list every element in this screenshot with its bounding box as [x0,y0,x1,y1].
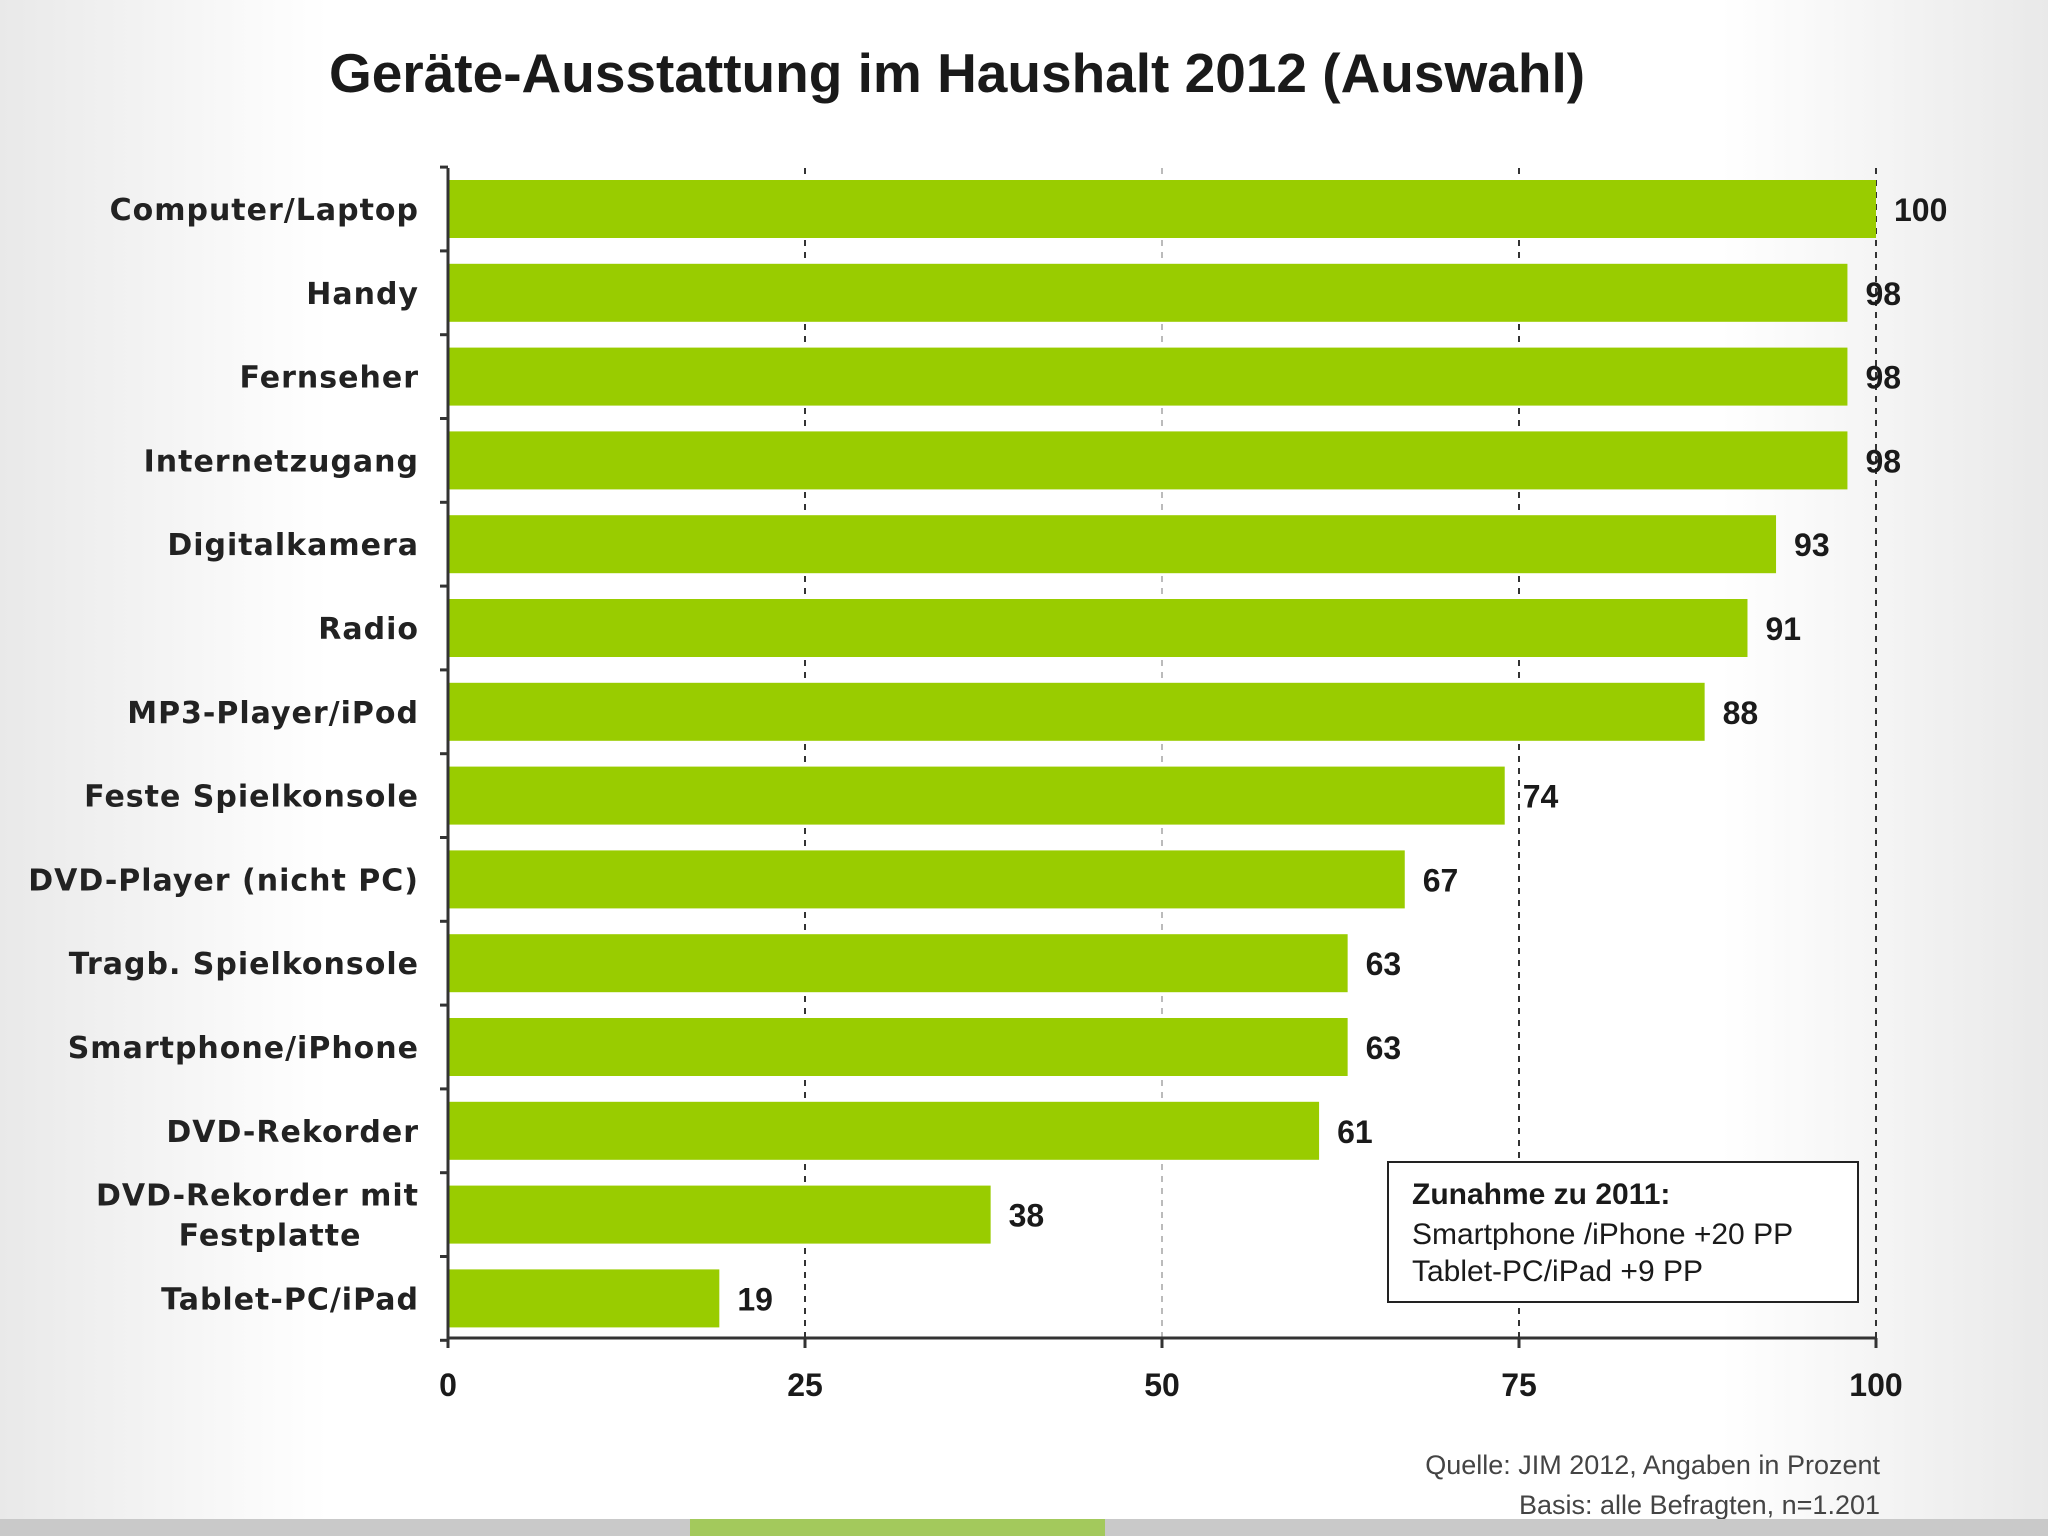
bar [448,263,1848,322]
category-label: Internetzugang [144,444,419,479]
data-label: 98 [1865,443,1901,479]
data-label: 67 [1423,862,1459,898]
category-label: Festplatte [179,1219,362,1254]
data-label: 98 [1865,360,1901,396]
x-axis-ticks: 0 25 50 75 100 [439,1367,1903,1403]
footer-accent [690,1519,1105,1536]
bar [448,347,1848,406]
axes [440,165,1878,1348]
data-label: 100 [1894,192,1947,228]
category-label: Computer/Laptop [110,193,419,228]
bar [448,682,1705,741]
annotation-line: Smartphone /iPhone +20 PP [1412,1218,1793,1251]
category-label: DVD-Rekorder [166,1115,419,1150]
data-label: 63 [1366,1030,1402,1066]
chart-title: Geräte-Ausstattung im Haushalt 2012 (Aus… [329,42,1585,104]
category-label: Handy [306,277,419,312]
bars [448,180,1876,1328]
bar [448,599,1748,657]
bar [448,766,1505,825]
bar [448,1101,1320,1160]
source-basis: Basis: alle Befragten, n=1.201 [1519,1490,1880,1520]
category-label: DVD-Player (nicht PC) [28,863,419,898]
x-tick-label: 100 [1849,1367,1902,1403]
category-label: Digitalkamera [167,528,419,563]
category-label: Fernseher [240,361,419,396]
bar [448,1185,991,1244]
bar [448,934,1348,993]
bar [448,1269,720,1328]
category-label: DVD-Rekorder mit [96,1179,419,1214]
category-label: Radio [318,612,419,647]
bar [448,850,1405,909]
data-label: 88 [1723,695,1759,731]
bar [448,1018,1348,1076]
category-label: Feste Spielkonsole [84,780,419,815]
data-label: 98 [1865,276,1901,312]
category-label: Smartphone/iPhone [68,1031,419,1066]
category-labels: Computer/Laptop Handy Fernseher Internetzug… [28,193,419,1317]
category-label: Tragb. Spielkonsole [69,947,419,982]
data-label: 19 [737,1281,773,1317]
category-label: MP3-Player/iPod [127,696,419,731]
category-label: Tablet-PC/iPad [161,1282,419,1317]
data-label: 61 [1337,1114,1373,1150]
data-label: 38 [1009,1198,1045,1234]
data-label: 63 [1366,946,1402,982]
bar [448,180,1876,238]
data-label: 74 [1523,779,1559,815]
data-label: 93 [1794,527,1830,563]
annotation-line: Tablet-PC/iPad +9 PP [1412,1255,1703,1288]
x-tick-label: 75 [1501,1367,1537,1403]
annotation-heading: Zunahme zu 2011: [1412,1178,1670,1211]
bar [448,515,1777,574]
data-label: 91 [1765,611,1801,647]
bar [448,431,1848,490]
x-tick-label: 0 [439,1367,457,1403]
source-line: Quelle: JIM 2012, Angaben in Prozent [1425,1450,1880,1480]
value-labels: 100 98 98 98 93 91 88 74 67 63 63 61 38 19 [737,192,1947,1317]
annotation-box: Zunahme zu 2011: Smartphone /iPhone +20 … [1387,1161,1859,1303]
x-tick-label: 25 [787,1367,823,1403]
x-tick-label: 50 [1144,1367,1180,1403]
